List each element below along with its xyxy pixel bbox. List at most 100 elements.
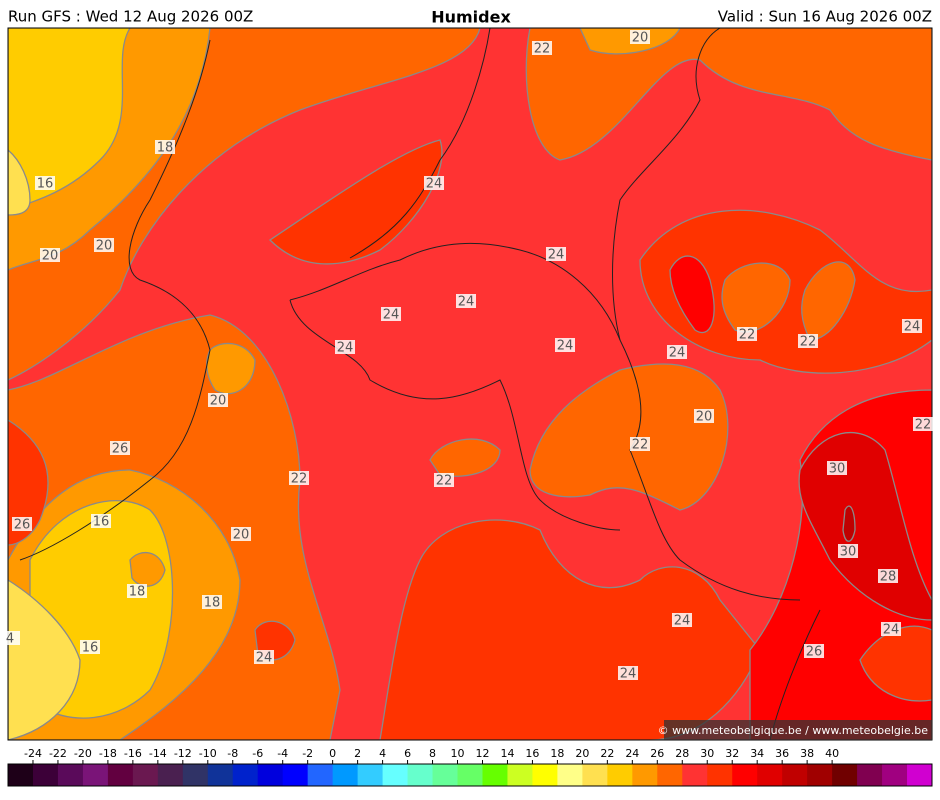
colorbar-swatch	[457, 764, 483, 786]
contour-label-box	[335, 340, 355, 354]
contour-label-box	[231, 527, 251, 541]
contour-label-box	[532, 41, 552, 55]
contour-label: 22	[915, 418, 932, 433]
colorbar-frame	[7, 763, 933, 787]
contour-label: 16	[82, 641, 99, 656]
contour-label-box	[254, 650, 274, 664]
contour-label-box	[91, 514, 111, 528]
colorbar-tick-label: 28	[675, 747, 689, 760]
colorbar-tick-label: 2	[354, 747, 361, 760]
colorbar-swatch	[407, 764, 434, 786]
colorbar-tick-label: 26	[650, 747, 664, 760]
contour-label-box	[434, 473, 454, 487]
colorbar-swatch	[482, 764, 508, 786]
colorbar-swatch	[557, 764, 583, 786]
colorbar-swatch	[382, 764, 409, 786]
colorbar-tick-label: -8	[227, 747, 238, 760]
contour-label: 20	[233, 528, 250, 543]
contour-label: 18	[157, 141, 174, 156]
contour-label-box	[12, 517, 32, 531]
colorbar-tick-label: 8	[429, 747, 436, 760]
contour-label: 22	[632, 438, 649, 453]
contour-label: 18	[204, 596, 221, 611]
contour-label: 24	[426, 177, 443, 192]
colorbar-tick-label: 10	[451, 747, 465, 760]
map-title: Humidex	[431, 8, 511, 27]
colorbar-tick-label: 40	[825, 747, 839, 760]
contour-label: 20	[696, 410, 713, 425]
contour-label: 28	[880, 570, 897, 585]
colorbar: -24 -22 -20 -18 -16 -14 -12 -10 -8 -6 -4 -2 0 2 4 6 8 10 1…	[7, 747, 933, 787]
colorbar-swatch	[157, 764, 184, 786]
colorbar-tick-label: 6	[404, 747, 411, 760]
contour-label: 18	[129, 585, 146, 600]
contour-label-box	[202, 595, 222, 609]
contour-label: 22	[291, 472, 308, 487]
colorbar-swatch	[807, 764, 833, 786]
colorbar-swatch	[832, 764, 858, 786]
colorbar-swatch	[857, 764, 883, 786]
contour-label-box	[798, 334, 818, 348]
colorbar-tick-label: -10	[199, 747, 217, 760]
colorbar-tick-label: -4	[277, 747, 288, 760]
colorbar-tick-label: 24	[625, 747, 639, 760]
colorbar-swatch	[332, 764, 359, 786]
contour-label: 30	[840, 545, 857, 560]
colorbar-swatch	[707, 764, 733, 786]
colorbar-swatch	[532, 764, 558, 786]
contour-label-box	[424, 176, 444, 190]
colorbar-swatch	[82, 764, 109, 786]
colorbar-swatch	[257, 764, 284, 786]
colorbar-swatch	[907, 764, 933, 786]
colorbar-tick-label: -12	[174, 747, 192, 760]
colorbar-swatch	[732, 764, 758, 786]
colorbar-tick-label: -22	[49, 747, 67, 760]
contour-label-box	[878, 569, 898, 583]
contour-label: 24	[904, 320, 921, 335]
colorbar-swatch	[57, 764, 84, 786]
contour-label: 24	[669, 346, 686, 361]
contour-label-box	[737, 327, 757, 341]
colorbar-tick-label: 4	[379, 747, 386, 760]
contour-label: 26	[14, 518, 31, 533]
contour-label: 20	[42, 249, 59, 264]
contour-label-box	[208, 393, 228, 407]
contour-label-box	[456, 294, 476, 308]
contour-label-box	[155, 140, 175, 154]
contour-label-box	[555, 338, 575, 352]
contour-label: 22	[800, 335, 817, 350]
contour-label-box	[667, 345, 687, 359]
colorbar-tick-label: -6	[252, 747, 263, 760]
colorbar-tick-label: 22	[600, 747, 614, 760]
contour-label: 22	[436, 474, 453, 489]
contour-label: 22	[739, 328, 756, 343]
colorbar-tick-label: 14	[500, 747, 514, 760]
contour-label-box	[80, 640, 100, 654]
contour-label: 20	[96, 239, 113, 254]
contour-label-box	[913, 417, 933, 431]
contour-label-box	[40, 248, 60, 262]
colorbar-tick-label: 16	[525, 747, 539, 760]
contour-label: 20	[210, 394, 227, 409]
colorbar-swatch	[282, 764, 309, 786]
colorbar-tick-label: 0	[329, 747, 336, 760]
contour-label-box	[630, 437, 650, 451]
colorbar-swatch	[32, 764, 59, 786]
contour-label-box	[827, 461, 847, 475]
contour-label-box	[881, 622, 901, 636]
contour-label-box	[110, 441, 130, 455]
colorbar-tick-label: 20	[575, 747, 589, 760]
contour-label-box	[0, 631, 20, 645]
colorbar-tick-label: 36	[775, 747, 789, 760]
colorbar-tick-label: 32	[725, 747, 739, 760]
colorbar-swatch	[607, 764, 633, 786]
contour-label: 24	[548, 248, 565, 263]
contour-label: 20	[632, 31, 649, 46]
colorbar-swatch	[682, 764, 708, 786]
contour-label: 24	[256, 651, 273, 666]
contour-label-box	[672, 613, 692, 627]
contour-label-box	[838, 544, 858, 558]
colorbar-tick-label: -16	[124, 747, 142, 760]
contour-label-box	[546, 247, 566, 261]
